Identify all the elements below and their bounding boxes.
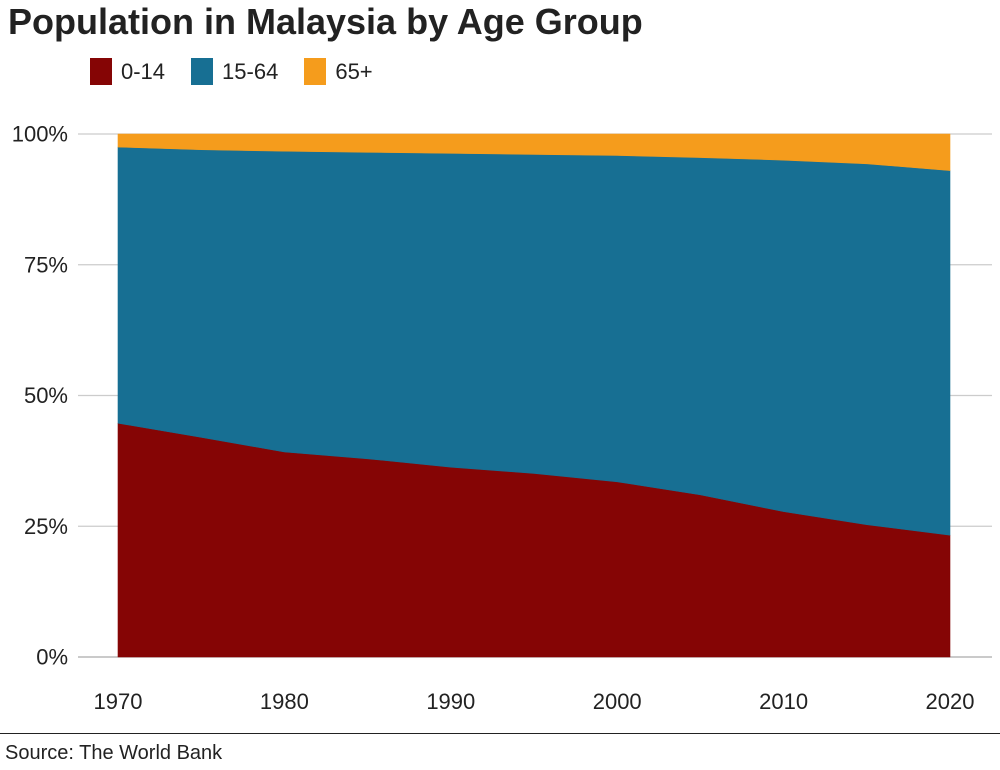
y-axis-ticks: 0% 25% 50% 75% 100% [12,122,68,670]
stacked-area-chart: 0% 25% 50% 75% 100% 1970 1980 1990 2000 2010 2020 [12,122,992,714]
legend-swatch-15-64 [191,58,214,85]
legend-swatch-0-14 [90,58,112,85]
y-tick-label-25: 25% [24,514,68,539]
chart-legend: 0-14 15-64 65+ [90,58,399,85]
legend-item-65-plus: 65+ [304,58,373,85]
source-note: Source: The World Bank [5,742,223,764]
footer-divider [0,733,1000,734]
x-tick-label-1990: 1990 [426,689,475,714]
x-tick-label-2000: 2000 [593,689,642,714]
legend-label-15-64: 15-64 [222,59,279,84]
x-tick-label-1980: 1980 [260,689,309,714]
legend-label-65-plus: 65+ [335,59,373,84]
legend-label-0-14: 0-14 [121,59,166,84]
area-series [117,133,951,658]
x-tick-label-2020: 2020 [926,689,975,714]
area-series-65-plus [117,133,951,171]
y-tick-label-75: 75% [24,252,68,277]
x-tick-label-1970: 1970 [94,689,143,714]
x-tick-label-2010: 2010 [759,689,808,714]
legend-swatch-65-plus [304,58,327,85]
y-tick-label-0: 0% [36,645,68,670]
legend-item-15-64: 15-64 [191,58,278,85]
y-tick-label-100: 100% [12,122,68,147]
legend-item-0-14: 0-14 [90,58,165,85]
chart-title: Population in Malaysia by Age Group [8,1,643,42]
y-tick-label-50: 50% [24,383,68,408]
x-axis-ticks: 1970 1980 1990 2000 2010 2020 [94,689,975,714]
